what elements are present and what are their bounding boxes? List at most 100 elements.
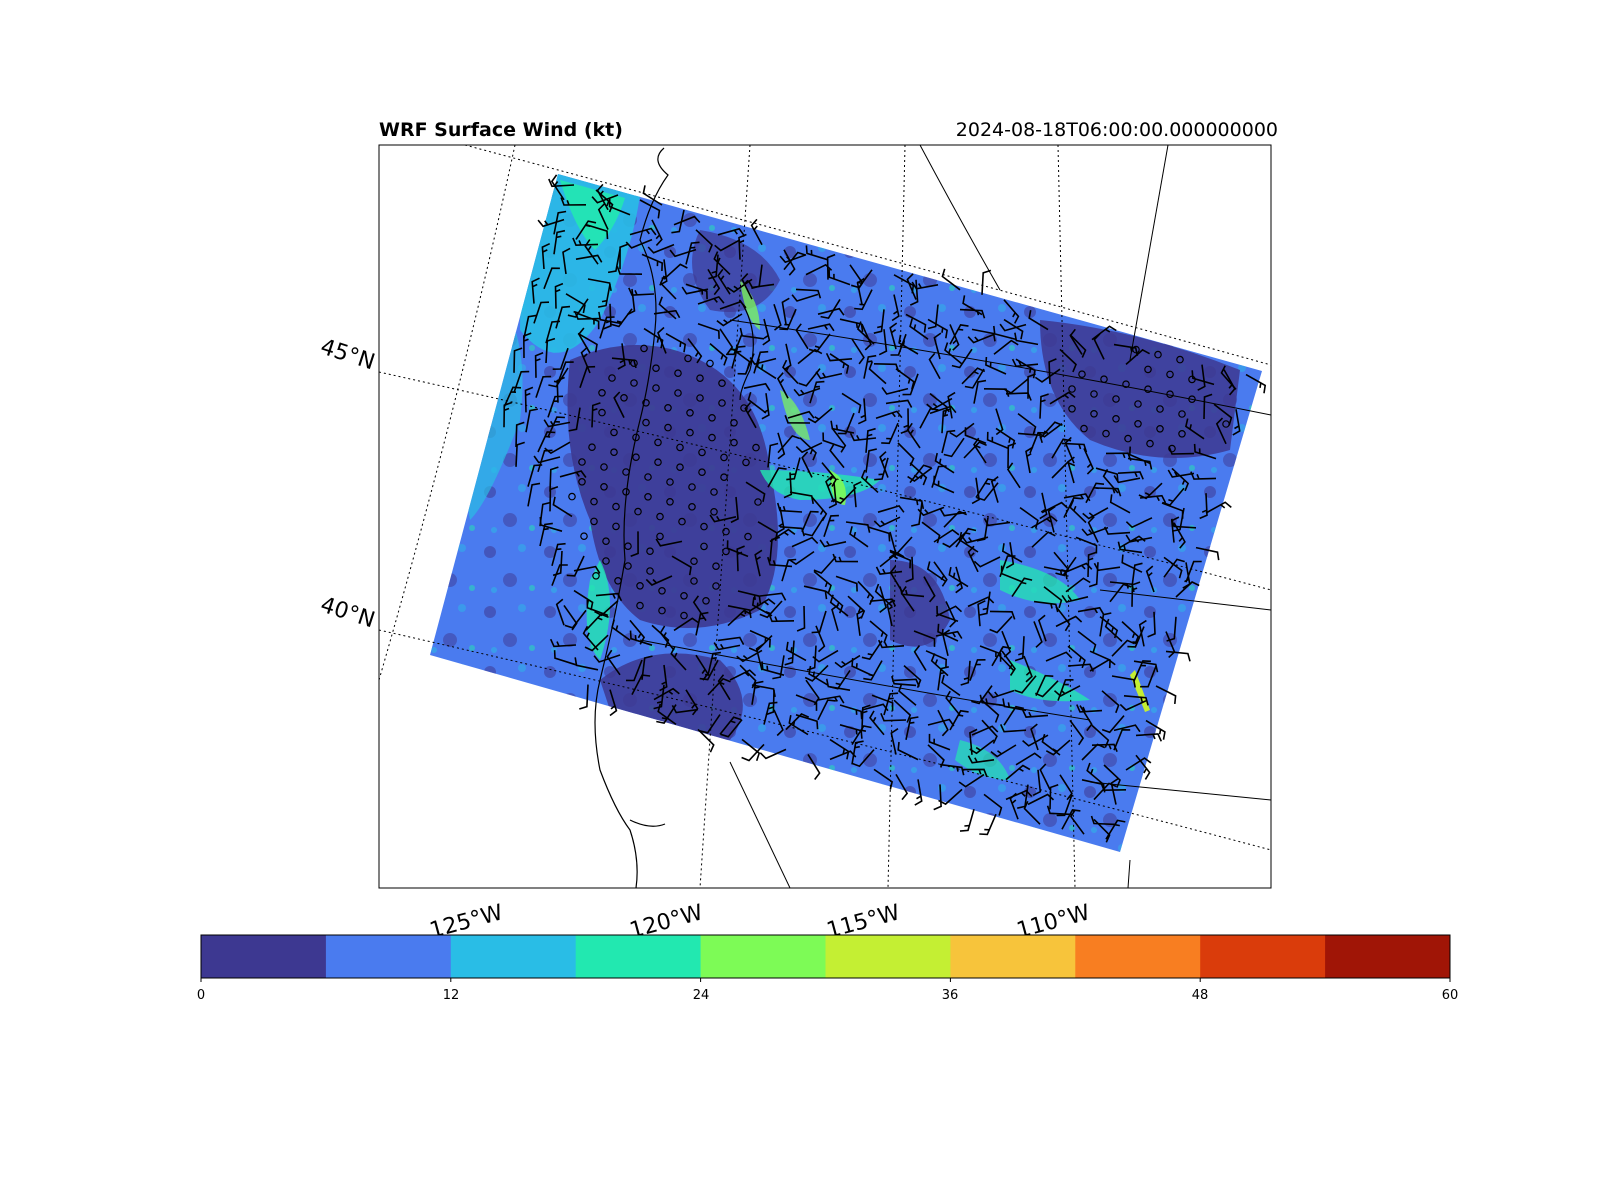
wind-barb: [997, 647, 1015, 672]
wind-barb: [1030, 723, 1039, 751]
wind-barb: [1099, 612, 1112, 637]
wind-barb: [729, 669, 757, 681]
calm-wind-marker: [1078, 370, 1086, 379]
wind-barb: [941, 629, 951, 656]
wind-barb: [697, 295, 725, 305]
wind-barb: [719, 300, 747, 310]
wind-barb: [551, 564, 568, 586]
wind-barb: [927, 304, 939, 330]
calm-wind-marker: [642, 398, 650, 407]
wind-barb: [631, 674, 651, 695]
wind-barb: [909, 318, 929, 340]
wind-barb: [845, 521, 871, 533]
wind-barb: [548, 178, 575, 188]
wind-barb: [815, 625, 826, 653]
wind-barb: [795, 323, 809, 350]
calm-wind-marker: [590, 517, 598, 526]
wind-barb: [1034, 368, 1061, 383]
wind-barb: [1123, 695, 1149, 706]
wind-barb: [999, 555, 1016, 578]
wind-barb: [779, 526, 805, 537]
wind-barb: [871, 694, 894, 711]
wind-barb: [890, 728, 899, 755]
calm-wind-marker: [686, 428, 694, 437]
wind-barb: [874, 583, 893, 607]
wind-barb: [753, 350, 769, 374]
wind-barb: [584, 634, 609, 652]
wind-barb: [873, 516, 901, 528]
calm-wind-marker: [578, 477, 586, 486]
wind-barb: [747, 280, 775, 289]
wind-barb: [671, 555, 692, 576]
wind-barb: [1076, 704, 1103, 713]
calm-wind-marker: [646, 547, 654, 556]
wind-barb: [1133, 660, 1151, 682]
wind-barb: [577, 327, 591, 354]
wind-barb: [573, 565, 601, 574]
wind-barb: [1103, 526, 1131, 535]
wind-barb: [1055, 615, 1083, 628]
wind-barb: [613, 391, 625, 418]
colorbar-segment: [700, 935, 826, 978]
calm-wind-marker: [680, 591, 688, 600]
wind-barb: [673, 617, 700, 632]
wind-barb: [948, 566, 969, 588]
calm-wind-marker: [690, 557, 698, 566]
wind-barb: [575, 220, 597, 240]
wind-barb: [906, 273, 917, 300]
calm-wind-marker: [708, 433, 716, 442]
wind-barb: [1033, 600, 1059, 613]
wind-barb: [713, 642, 741, 651]
wind-barb: [1215, 417, 1227, 445]
wind-barb: [1086, 762, 1105, 786]
wind-barb: [869, 598, 897, 607]
wind-barb: [709, 514, 737, 523]
wind-barb: [1069, 334, 1087, 358]
wind-barb: [717, 636, 745, 645]
wind-barb: [979, 645, 1002, 662]
wind-barb: [773, 303, 782, 331]
wind-barb: [1147, 611, 1156, 638]
calm-wind-marker: [1166, 370, 1174, 379]
calm-wind-marker: [1068, 385, 1076, 393]
wind-barb: [1171, 467, 1190, 492]
wind-barb: [539, 516, 563, 532]
wind-barb: [597, 203, 609, 230]
calm-wind-marker: [636, 601, 644, 610]
wind-barb: [629, 227, 657, 236]
wind-barb: [1082, 507, 1109, 520]
wind-barb: [772, 655, 785, 680]
wind-barb: [779, 254, 807, 264]
wind-barb: [880, 712, 907, 722]
wind-barb: [541, 242, 551, 270]
wind-barb: [585, 223, 609, 240]
wind-barb: [967, 545, 979, 573]
wind-barb: [1059, 774, 1073, 801]
wind-barb: [797, 348, 823, 365]
wind-barb: [575, 254, 603, 263]
wind-barb: [533, 455, 561, 464]
wind-barb: [1015, 358, 1036, 379]
wind-barb: [979, 694, 1005, 707]
calm-wind-marker: [644, 492, 652, 501]
wind-barb: [1065, 562, 1093, 573]
wind-barb: [784, 640, 795, 666]
wind-barb: [960, 660, 971, 686]
calm-wind-marker: [686, 408, 694, 417]
calm-wind-marker: [1176, 355, 1184, 364]
wind-barb: [1049, 391, 1076, 405]
wind-barb: [1061, 442, 1088, 453]
wind-barb: [1061, 809, 1081, 830]
wind-barb: [1045, 651, 1073, 662]
wind-barb: [1131, 562, 1143, 588]
colorbar-tick-24: 24: [692, 988, 710, 1003]
calm-wind-marker: [612, 522, 620, 531]
wind-barb: [821, 462, 837, 487]
wind-barb: [1039, 492, 1048, 520]
wind-barb: [829, 353, 850, 374]
wind-barb: [819, 539, 847, 548]
wind-barb: [745, 481, 766, 502]
wind-barb: [1213, 403, 1233, 426]
wind-barb: [1001, 543, 1023, 563]
wind-barb: [891, 294, 900, 322]
